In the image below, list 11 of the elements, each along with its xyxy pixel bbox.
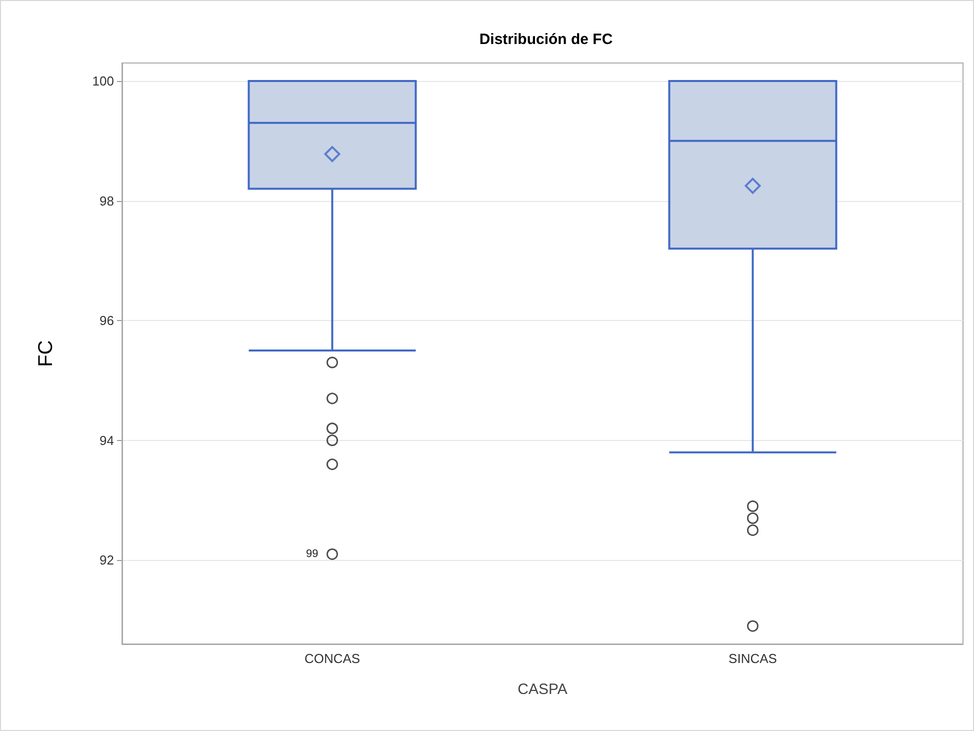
annotation: 99	[306, 548, 318, 560]
chart-title: Distribución de FC	[479, 31, 613, 48]
x-tick-label: SINCAS	[728, 651, 778, 666]
y-axis-title: FC	[35, 340, 57, 367]
y-tick-label: 94	[100, 432, 114, 448]
y-tick-label: 96	[100, 313, 114, 328]
y-tick-label: 98	[100, 193, 114, 208]
x-axis-title: CASPA	[518, 681, 568, 698]
y-tick-label: 92	[100, 552, 114, 568]
x-tick-label: CONCAS	[304, 651, 360, 666]
y-tick-label: 100	[92, 73, 114, 88]
